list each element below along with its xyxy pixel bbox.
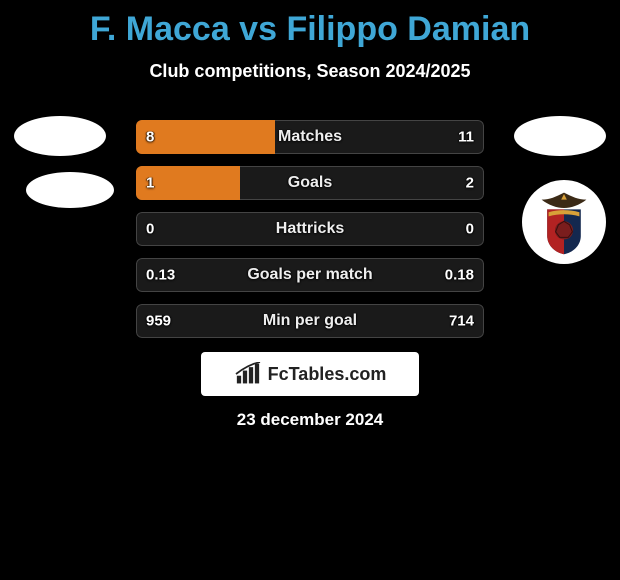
player1-badge-2 — [26, 172, 114, 208]
stat-right-value: 0.18 — [445, 267, 474, 284]
watermark: FcTables.com — [201, 352, 419, 396]
stat-left-value: 1 — [146, 175, 154, 192]
stat-label: Hattricks — [276, 220, 344, 238]
stat-label: Matches — [278, 128, 342, 146]
stat-right-value: 2 — [466, 175, 474, 192]
stat-right-value: 0 — [466, 221, 474, 238]
stat-right-value: 714 — [449, 313, 474, 330]
player1-badge-1 — [14, 116, 106, 156]
bar-chart-icon — [234, 362, 262, 386]
stat-right-value: 11 — [458, 129, 474, 146]
page-title: F. Macca vs Filippo Damian — [0, 0, 620, 49]
stat-row: 1 Goals 2 — [136, 166, 484, 200]
stat-row: 8 Matches 11 — [136, 120, 484, 154]
watermark-text: FcTables.com — [268, 364, 387, 385]
stat-row: 959 Min per goal 714 — [136, 304, 484, 338]
date-text: 23 december 2024 — [237, 410, 384, 430]
player2-badge-1 — [514, 116, 606, 156]
stat-label: Goals — [288, 174, 332, 192]
stat-fill-left — [136, 120, 275, 154]
stat-label: Goals per match — [247, 266, 372, 284]
player2-club-crest — [522, 180, 606, 264]
stat-left-value: 959 — [146, 313, 171, 330]
stat-label: Min per goal — [263, 312, 357, 330]
stat-left-value: 8 — [146, 129, 154, 146]
stat-left-value: 0.13 — [146, 267, 175, 284]
comparison-card: F. Macca vs Filippo Damian Club competit… — [0, 0, 620, 580]
stat-left-value: 0 — [146, 221, 154, 238]
subtitle: Club competitions, Season 2024/2025 — [0, 61, 620, 82]
stat-row: 0 Hattricks 0 — [136, 212, 484, 246]
stat-row: 0.13 Goals per match 0.18 — [136, 258, 484, 292]
casertana-crest-icon — [529, 187, 599, 257]
stat-rows: 8Matches111Goals20Hattricks00.13Goals pe… — [136, 120, 484, 350]
